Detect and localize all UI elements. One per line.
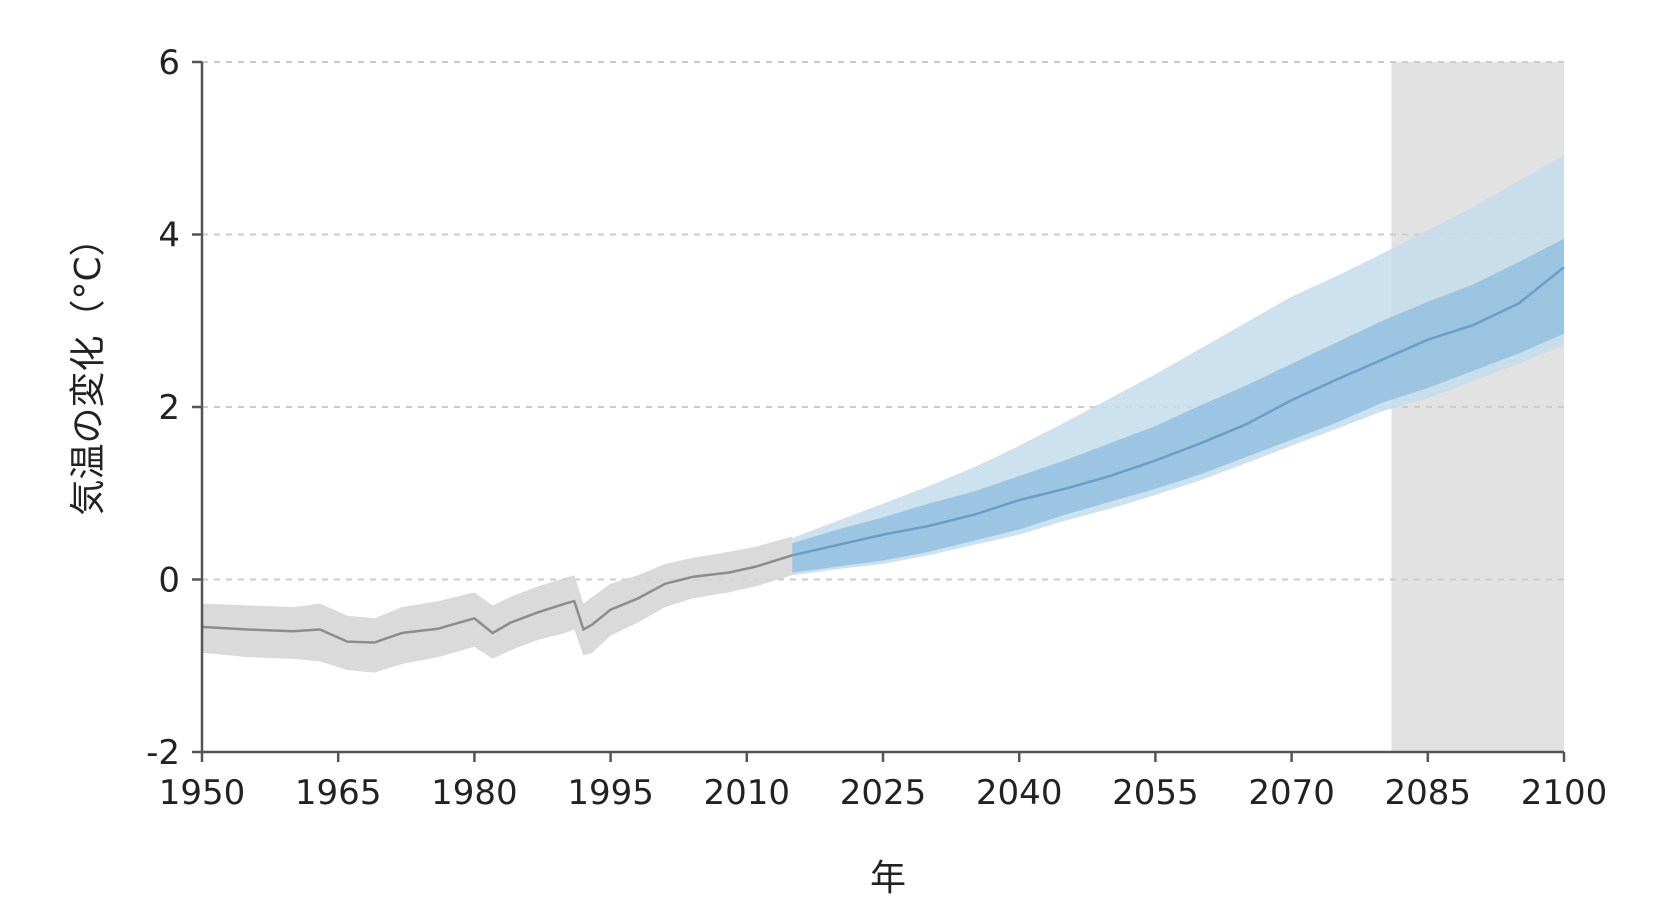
historical-outer-band — [202, 536, 793, 673]
historical-mean-line — [201, 554, 793, 644]
axes — [192, 60, 1566, 762]
x-tick-label: 1950 — [159, 773, 246, 813]
y-tick-label: -2 — [146, 733, 180, 773]
x-axis-title: 年 — [870, 858, 906, 899]
x-tick-label: 2010 — [704, 773, 791, 813]
x-tick-label: 2025 — [840, 773, 927, 813]
x-tick-label: 2040 — [976, 773, 1063, 813]
tick-labels: -2 0 2 4 6 1950 1965 1980 1995 2010 2025 2040 2055 20… — [146, 43, 1607, 813]
mean-lines — [201, 266, 1565, 644]
uncertainty-bands — [202, 155, 1564, 673]
projection-mean-line — [791, 266, 1565, 557]
y-tick-label: 0 — [158, 561, 180, 601]
x-tick-label: 2100 — [1521, 773, 1608, 813]
y-tick-label: 2 — [158, 388, 180, 428]
x-tick-label: 1965 — [295, 773, 382, 813]
projection-outer-band — [792, 155, 1564, 576]
y-tick-label: 6 — [158, 43, 180, 83]
x-tick-label: 2055 — [1112, 773, 1199, 813]
x-tick-label: 1980 — [431, 773, 518, 813]
x-tick-label: 2085 — [1385, 773, 1472, 813]
x-tick-label: 1995 — [567, 773, 654, 813]
y-axis-title: 気温の変化（°C） — [68, 220, 109, 515]
y-tick-label: 4 — [158, 216, 180, 256]
projection-inner-band — [792, 238, 1564, 573]
x-tick-label: 2070 — [1248, 773, 1335, 813]
